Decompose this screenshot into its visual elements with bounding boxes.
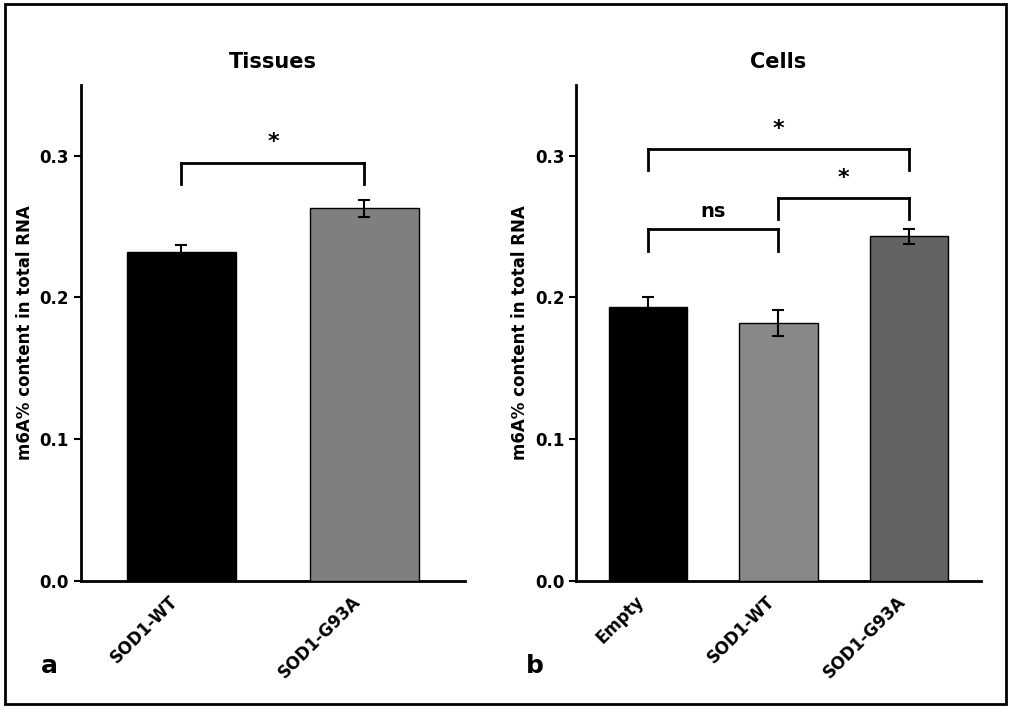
Title: Tissues: Tissues bbox=[228, 52, 317, 72]
Text: *: * bbox=[772, 119, 785, 139]
Text: *: * bbox=[838, 169, 849, 188]
Y-axis label: m6A% content in total RNA: m6A% content in total RNA bbox=[16, 205, 34, 460]
Bar bbox=[126, 252, 237, 581]
Text: a: a bbox=[40, 653, 58, 678]
Bar bbox=[309, 208, 420, 581]
Text: b: b bbox=[526, 653, 544, 678]
Bar bbox=[609, 307, 687, 581]
Title: Cells: Cells bbox=[750, 52, 807, 72]
Y-axis label: m6A% content in total RNA: m6A% content in total RNA bbox=[512, 205, 530, 460]
Text: *: * bbox=[267, 132, 279, 152]
Text: ns: ns bbox=[701, 202, 726, 221]
Bar bbox=[869, 236, 948, 581]
Bar bbox=[739, 323, 818, 581]
